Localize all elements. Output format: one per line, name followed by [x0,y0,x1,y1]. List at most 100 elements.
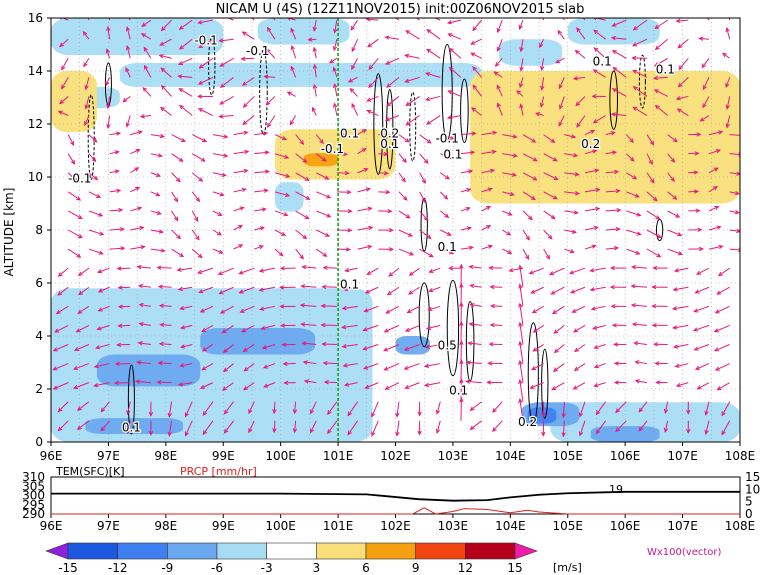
wind-arrow-head [611,22,617,27]
wind-arrow-shaft [593,324,606,330]
wind-arrow-shaft [424,363,441,367]
wind-arrow-shaft [100,401,110,412]
wind-arrow-shaft [386,76,400,88]
wind-arrow-head [613,342,619,347]
wind-arrow-head [342,132,348,138]
wind-arrow-head [73,365,79,371]
wind-arrow-shaft [543,210,556,219]
wind-arrow-shaft [295,172,309,181]
wind-arrow-shaft [593,69,606,78]
wind-arrow-head [593,47,599,52]
wind-arrow-shaft [494,71,503,78]
wind-arrow-head [496,46,501,52]
wind-arrow-shaft [266,48,276,59]
wind-arrow-head [157,284,163,289]
surface-x-tick-label: 97E [97,519,120,533]
wind-arrow-shaft [300,304,317,307]
wind-arrow-head [266,122,272,128]
wind-arrow-head [615,227,621,232]
wind-arrow-shaft [311,107,317,116]
wind-arrow-head [57,291,63,296]
wind-arrow-shaft [558,115,565,126]
wind-arrow-head [243,366,249,372]
wind-arrow-head [173,197,179,203]
wind-arrow-head [401,177,406,183]
wind-arrow-shaft [59,96,69,104]
surface-panel: TEM(SFC)[K] PRCP [mm/hr] 310305300295290… [22,465,760,533]
tem-sfc-label: TEM(SFC)[K] [55,465,125,478]
wind-arrow-head [148,431,154,436]
wind-arrow-shaft [241,57,255,60]
wind-arrow-shaft [364,305,379,312]
wind-arrow-head [366,270,372,275]
wind-arrow-shaft [564,191,579,195]
wind-arrow-head [341,305,347,311]
wind-arrow-head [99,231,105,236]
wind-arrow-shaft [157,267,172,269]
wind-arrow-shaft [88,153,96,162]
wind-arrow-shaft [470,420,482,430]
wind-arrow-shaft [519,399,524,421]
wind-arrow-head [654,361,660,366]
colorbar-label: -9 [161,561,173,575]
wind-arrow-head [113,380,119,386]
wind-arrow-head [96,326,102,331]
wind-arrow-shaft [726,96,731,109]
colorbar-segment [167,542,218,560]
wind-arrow-head [592,325,598,330]
wind-arrow-head [223,409,229,415]
wind-arrow-head [93,175,99,181]
chart-title: NICAM U (4S) (12Z11NOV2015) init:00Z06NO… [216,2,585,17]
wind-arrow-head [140,245,146,250]
surface-plot-frame [50,476,741,515]
wind-arrow-head [532,176,538,181]
x-axis-ticks: 96E 97E 98E 99E 100E 101E 102E 103E 104E 105E 106E… [40,442,755,463]
wind-arrow-head [218,290,224,295]
wind-arrow-head [518,283,523,289]
wind-arrow-shaft [219,38,234,42]
wind-arrow-shaft [263,363,276,369]
wind-arrow-head [590,306,596,311]
wind-arrow-head [677,232,683,237]
surface-x-axis: 96E 97E 98E 99E 100E 101E 102E 103E 104E 105E 106E… [40,514,755,533]
wind-arrow-head [242,347,248,352]
wind-arrow-head [633,341,639,346]
wind-arrow-head [652,75,658,81]
wind-arrow-head [242,120,248,126]
wind-arrow-shaft [78,267,90,276]
wind-arrow-head [388,272,394,277]
wind-arrow-shaft [708,206,719,212]
wind-arrow-head [125,67,130,73]
wind-arrow-shaft [107,27,111,40]
wind-arrow-shaft [199,57,214,69]
wind-arrow-head [78,290,84,296]
wind-arrow-shaft [127,420,131,434]
wind-arrow-shaft [646,172,655,183]
wind-arrow-head [371,431,376,437]
wind-arrow-shaft [140,115,151,118]
tem-sfc-line [51,490,740,502]
wind-arrow-shaft [130,246,145,250]
wind-arrow-shaft [646,248,661,258]
wind-arrow-head [468,322,474,327]
wind-arrow-head [593,364,599,369]
wind-arrow-shaft [584,226,598,231]
wind-arrow-shaft [439,172,450,180]
wind-arrow-head [426,234,432,240]
wind-arrow-head [404,53,410,59]
wind-arrow-head [714,366,720,371]
wind-arrow-shaft [428,305,441,311]
wind-arrow-shaft [481,225,491,231]
wind-arrow-head [632,86,638,91]
wind-arrow-head [259,306,265,311]
wind-arrow-head [303,379,309,384]
wind-arrow-shaft [333,103,338,116]
shade-region-5 [498,39,563,66]
wind-arrow-head [201,366,207,371]
wind-arrow-shaft [109,228,124,231]
wind-arrow-shaft [150,172,161,177]
wind-arrow-shaft [53,363,69,371]
wind-arrow-shaft [708,131,723,136]
wind-arrow-shaft [53,344,69,352]
wind-arrow-shaft [519,303,524,326]
